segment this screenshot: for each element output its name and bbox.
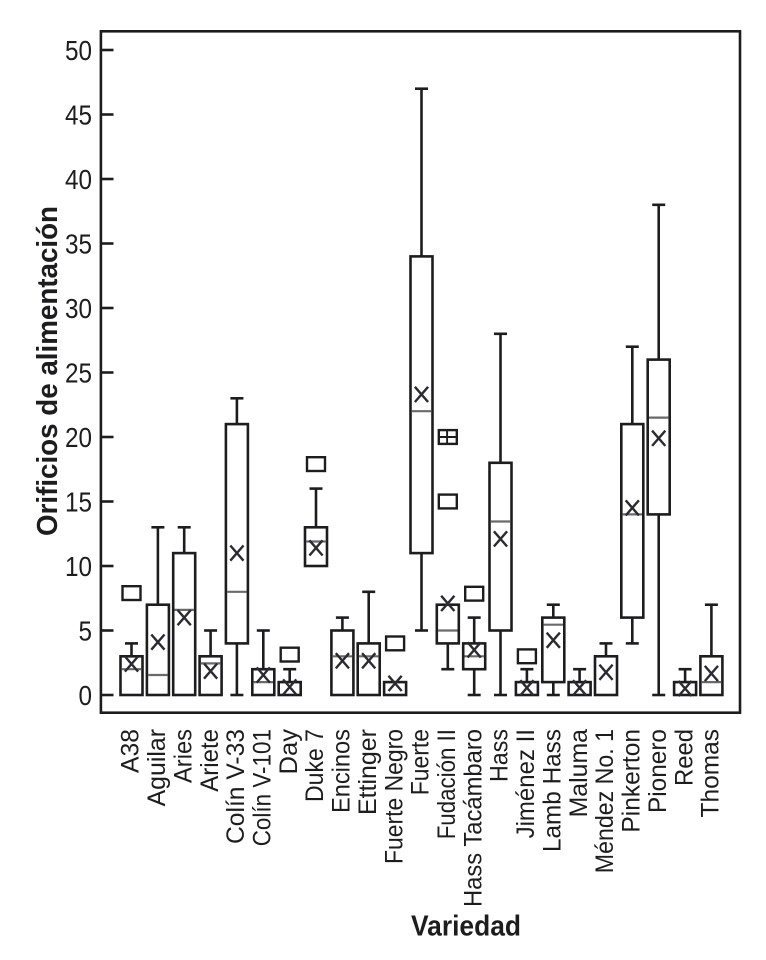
svg-text:25: 25 xyxy=(65,357,92,388)
svg-text:30: 30 xyxy=(65,293,92,324)
svg-text:Fuerte Negro: Fuerte Negro xyxy=(380,729,408,864)
svg-text:Colín V-101: Colín V-101 xyxy=(249,729,277,846)
svg-text:10: 10 xyxy=(65,551,92,582)
svg-text:Encinos: Encinos xyxy=(328,729,356,813)
svg-text:Jiménez II: Jiménez II xyxy=(512,729,540,838)
svg-text:Ettinger: Ettinger xyxy=(354,729,382,815)
svg-text:20: 20 xyxy=(65,422,92,453)
svg-text:Fuerte: Fuerte xyxy=(407,729,435,795)
svg-text:15: 15 xyxy=(65,486,92,517)
svg-text:0: 0 xyxy=(79,680,93,711)
svg-text:35: 35 xyxy=(65,228,92,259)
svg-text:Ariete: Ariete xyxy=(196,729,224,792)
svg-text:40: 40 xyxy=(65,164,92,195)
svg-text:Orificios de alimentación: Orificios de alimentación xyxy=(32,206,64,536)
svg-text:Hass Tacámbaro: Hass Tacámbaro xyxy=(459,729,487,907)
svg-text:50: 50 xyxy=(65,35,92,66)
svg-text:5: 5 xyxy=(79,615,93,646)
svg-text:Duke 7: Duke 7 xyxy=(301,729,329,802)
svg-text:Méndez No. 1: Méndez No. 1 xyxy=(591,729,619,873)
svg-text:Hass: Hass xyxy=(486,729,514,782)
svg-text:Variedad: Variedad xyxy=(411,911,521,943)
svg-text:Pionero: Pionero xyxy=(644,729,672,813)
svg-text:Reed: Reed xyxy=(670,729,698,786)
svg-text:Maluma: Maluma xyxy=(565,729,593,817)
svg-text:45: 45 xyxy=(65,99,92,130)
svg-text:Aries: Aries xyxy=(169,729,197,783)
svg-text:Fudación II: Fudación II xyxy=(433,729,461,839)
svg-text:Colín V-33: Colín V-33 xyxy=(222,729,250,844)
svg-text:Thomas: Thomas xyxy=(697,729,725,818)
svg-text:Pinkerton: Pinkerton xyxy=(618,729,646,833)
svg-text:A38: A38 xyxy=(117,729,145,773)
svg-text:Day: Day xyxy=(275,728,303,774)
svg-text:Aguilar: Aguilar xyxy=(143,729,171,806)
svg-text:Lamb Hass: Lamb Hass xyxy=(539,729,567,852)
